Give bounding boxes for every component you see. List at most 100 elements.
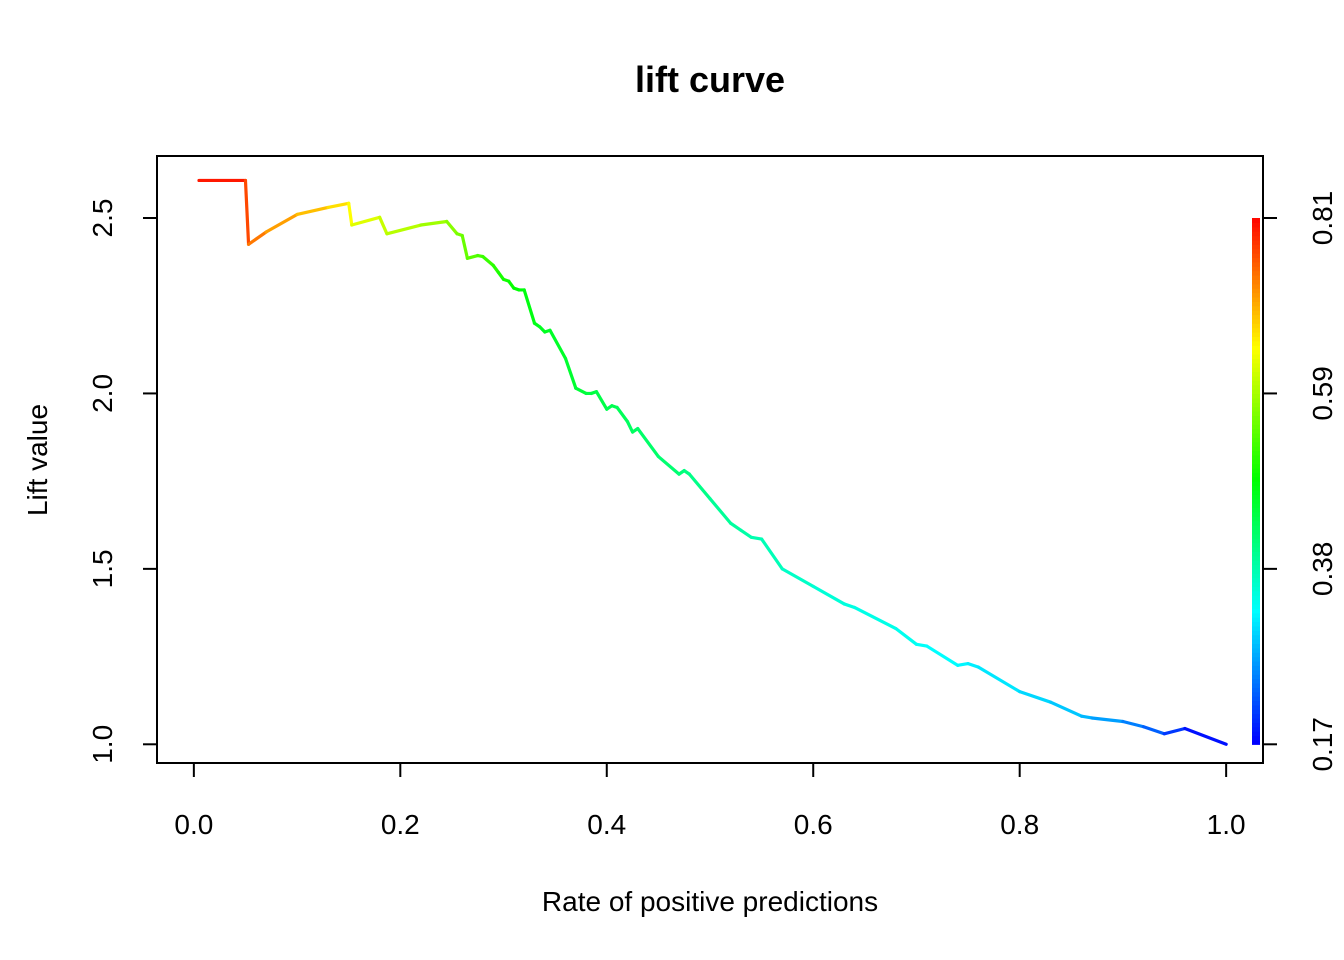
x-tick-label: 0.4	[587, 809, 626, 840]
colorbar-cell	[1252, 283, 1260, 289]
lift-line-segment	[914, 642, 929, 648]
colorbar-cell	[1252, 275, 1260, 280]
colorbar-tick-label: 0.38	[1307, 542, 1338, 597]
colorbar-cell	[1252, 516, 1260, 522]
lift-line-segment	[956, 661, 970, 667]
lift-line-segment	[625, 419, 635, 434]
colorbar-cell	[1252, 384, 1260, 390]
x-tick-label: 0.6	[794, 809, 833, 840]
lift-line-segment	[842, 602, 857, 610]
colorbar-cell	[1252, 621, 1260, 627]
lift-line-segment	[708, 497, 733, 525]
colorbar-cell	[1252, 489, 1260, 495]
colorbar-cell	[1252, 437, 1260, 443]
y-tick-label: 1.5	[87, 549, 118, 588]
colorbar-cell	[1252, 340, 1260, 346]
colorbar-cell	[1252, 266, 1260, 272]
colorbar-cell	[1252, 301, 1260, 307]
colorbar-cell	[1252, 494, 1260, 500]
colorbar-cell	[1252, 314, 1260, 320]
colorbar-cell	[1252, 428, 1260, 434]
y-axis-label: Lift value	[22, 404, 53, 516]
colorbar-cell	[1252, 634, 1260, 640]
colorbar-cell	[1252, 406, 1260, 412]
colorbar-cell	[1252, 318, 1260, 324]
lift-line-segment	[1162, 726, 1187, 736]
lift-line-segment	[656, 454, 681, 476]
colorbar-cell	[1252, 432, 1260, 438]
lift-line-segment	[925, 644, 960, 667]
colorbar-cell	[1252, 652, 1260, 658]
colorbar-cell	[1252, 424, 1260, 430]
chart-title: lift curve	[635, 59, 785, 100]
colorbar-cell	[1252, 397, 1260, 403]
colorbar-cell	[1252, 647, 1260, 653]
colorbar-cell	[1252, 665, 1260, 671]
lift-line-segment	[548, 328, 568, 360]
plot-frame	[156, 155, 1264, 764]
y-axis: 1.0 1.5 2.0 2.5	[87, 199, 157, 764]
colorbar-cell	[1252, 713, 1260, 719]
colorbar-cell	[1252, 682, 1260, 688]
colorbar-cell	[1252, 529, 1260, 535]
lift-line-segment	[326, 201, 351, 210]
x-axis-label: Rate of positive predictions	[542, 886, 878, 917]
colorbar-cell	[1252, 345, 1260, 351]
colorbar-tick-label: 0.59	[1307, 366, 1338, 421]
colorbar-cell	[1252, 253, 1260, 259]
lift-line	[197, 178, 1228, 746]
lift-line-segment	[347, 201, 354, 227]
colorbar-cell	[1252, 595, 1260, 601]
colorbar-cell	[1252, 467, 1260, 473]
colorbar-cell	[1252, 660, 1260, 666]
colorbar-cell	[1252, 217, 1260, 223]
colorbar-cell	[1252, 332, 1260, 338]
colorbar-cell	[1252, 419, 1260, 425]
colorbar-cell	[1252, 349, 1260, 355]
x-tick-label: 1.0	[1207, 809, 1246, 840]
colorbar-cell	[1252, 709, 1260, 715]
colorbar-cell	[1252, 362, 1260, 368]
lift-line-segment	[976, 665, 1022, 694]
colorbar-cell	[1252, 472, 1260, 478]
colorbar-cell	[1252, 568, 1260, 574]
colorbar-cell	[1252, 371, 1260, 377]
colorbar-cell	[1252, 525, 1260, 530]
lift-line-segment	[687, 472, 712, 501]
colorbar-cell	[1252, 454, 1260, 460]
lift-line-segment	[1018, 690, 1053, 704]
lift-line-segment	[350, 215, 382, 227]
colorbar-cell	[1252, 446, 1260, 452]
colorbar-cell	[1252, 511, 1260, 517]
lift-line-segment	[615, 405, 630, 424]
colorbar-cell	[1252, 270, 1260, 276]
lift-line-segment	[1049, 700, 1084, 718]
colorbar-tick-label: 0.17	[1307, 717, 1338, 772]
colorbar-cell	[1252, 577, 1260, 583]
colorbar-cell	[1252, 696, 1260, 702]
lift-line-segment	[574, 386, 588, 396]
colorbar-cell	[1252, 402, 1260, 408]
colorbar-cell	[1252, 296, 1260, 302]
lift-line-segment	[1090, 716, 1125, 724]
colorbar-cell	[1252, 555, 1260, 561]
lift-line-segment	[780, 567, 815, 589]
colorbar-cell	[1252, 625, 1260, 631]
x-axis: 0.0 0.2 0.4 0.6 0.8 1.0	[174, 762, 1246, 840]
colorbar-cell	[1252, 463, 1260, 469]
colorbar-cell	[1252, 244, 1260, 250]
colorbar-cell	[1252, 476, 1260, 482]
lift-line-segment	[295, 205, 330, 217]
x-tick-label: 0.2	[381, 809, 420, 840]
lift-line-segment	[894, 626, 919, 646]
lift-line-segment	[246, 230, 268, 246]
lift-line-segment	[594, 390, 609, 411]
colorbar-cell	[1252, 722, 1260, 728]
colorbar-cell	[1252, 310, 1260, 316]
y-tick-label: 2.0	[87, 374, 118, 413]
colorbar-cell	[1252, 687, 1260, 693]
colorbar-cell	[1252, 375, 1260, 381]
lift-line-segment	[1121, 719, 1146, 729]
colorbar-cell	[1252, 538, 1260, 544]
